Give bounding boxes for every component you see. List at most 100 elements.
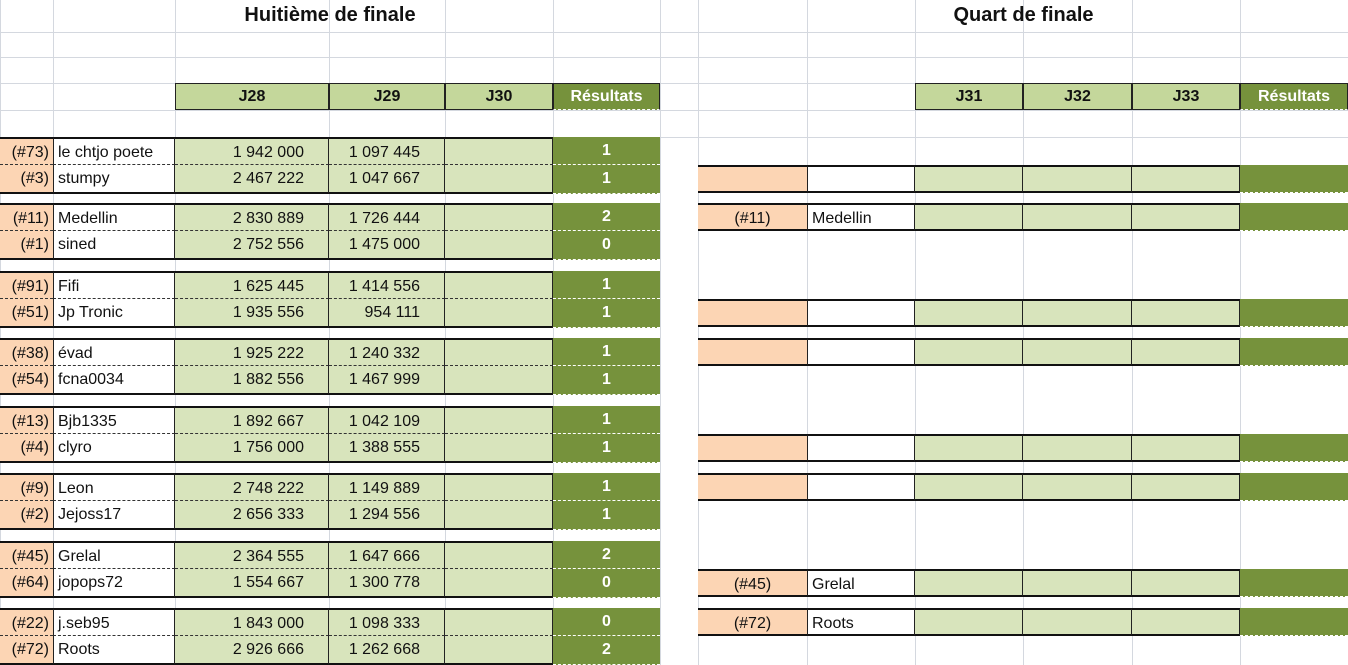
j29-score-cell[interactable]: 1 300 778 [329,569,445,598]
j29-score-cell[interactable]: 1 647 666 [329,541,445,569]
seed-cell[interactable]: (#38) [0,338,53,366]
j29-score-cell[interactable]: 1 042 109 [329,406,445,434]
j28-score-cell[interactable]: 1 942 000 [175,137,329,165]
qf-seed-cell[interactable] [698,299,807,327]
qf-result-cell[interactable] [1240,434,1348,462]
qf-result-cell[interactable] [1240,473,1348,501]
j32-score-cell[interactable] [1023,165,1132,193]
j30-score-cell[interactable] [445,271,553,299]
j33-score-cell[interactable] [1132,473,1240,501]
seed-cell[interactable]: (#54) [0,366,53,395]
qf-seed-cell[interactable] [698,473,807,501]
qf-player-name-cell[interactable] [807,434,915,462]
qf-header-j31[interactable]: J31 [915,83,1023,110]
player-name-cell[interactable]: fcna0034 [53,366,175,395]
j32-score-cell[interactable] [1023,434,1132,462]
result-cell[interactable]: 1 [553,338,660,366]
j31-score-cell[interactable] [915,165,1023,193]
j30-score-cell[interactable] [445,434,553,463]
j29-score-cell[interactable]: 1 475 000 [329,231,445,260]
seed-cell[interactable]: (#13) [0,406,53,434]
qf-seed-cell[interactable]: (#45) [698,569,807,597]
j32-score-cell[interactable] [1023,608,1132,636]
player-name-cell[interactable]: Grelal [53,541,175,569]
qf-player-name-cell[interactable] [807,165,915,193]
j32-score-cell[interactable] [1023,299,1132,327]
j31-score-cell[interactable] [915,338,1023,366]
qf-player-name-cell[interactable]: Grelal [807,569,915,597]
j30-score-cell[interactable] [445,231,553,260]
result-cell[interactable]: 1 [553,299,660,328]
j32-score-cell[interactable] [1023,473,1132,501]
seed-cell[interactable]: (#3) [0,165,53,194]
seed-cell[interactable]: (#4) [0,434,53,463]
player-name-cell[interactable]: Leon [53,473,175,501]
seed-cell[interactable]: (#22) [0,608,53,636]
j28-score-cell[interactable]: 2 364 555 [175,541,329,569]
qf-player-name-cell[interactable] [807,299,915,327]
j29-score-cell[interactable]: 1 149 889 [329,473,445,501]
j30-score-cell[interactable] [445,338,553,366]
j28-score-cell[interactable]: 1 925 222 [175,338,329,366]
j29-score-cell[interactable]: 1 047 667 [329,165,445,194]
qf-result-cell[interactable] [1240,569,1348,597]
j28-score-cell[interactable]: 2 830 889 [175,203,329,231]
player-name-cell[interactable]: j.seb95 [53,608,175,636]
qf-header-j33[interactable]: J33 [1132,83,1240,110]
seed-cell[interactable]: (#2) [0,501,53,530]
qf-seed-cell[interactable] [698,165,807,193]
qf-header-results[interactable]: Résultats [1240,83,1348,110]
j29-score-cell[interactable]: 1 262 668 [329,636,445,665]
result-cell[interactable]: 1 [553,406,660,434]
player-name-cell[interactable]: clyro [53,434,175,463]
j31-score-cell[interactable] [915,608,1023,636]
j29-score-cell[interactable]: 1 726 444 [329,203,445,231]
j33-score-cell[interactable] [1132,338,1240,366]
j28-score-cell[interactable]: 1 843 000 [175,608,329,636]
result-cell[interactable]: 1 [553,165,660,194]
j29-score-cell[interactable]: 1 240 332 [329,338,445,366]
seed-cell[interactable]: (#9) [0,473,53,501]
qf-seed-cell[interactable]: (#11) [698,203,807,231]
player-name-cell[interactable]: jopops72 [53,569,175,598]
result-cell[interactable]: 1 [553,473,660,501]
j28-score-cell[interactable]: 1 892 667 [175,406,329,434]
j29-score-cell[interactable]: 1 467 999 [329,366,445,395]
j32-score-cell[interactable] [1023,569,1132,597]
player-name-cell[interactable]: évad [53,338,175,366]
header-j29[interactable]: J29 [329,83,445,110]
j30-score-cell[interactable] [445,203,553,231]
qf-seed-cell[interactable]: (#72) [698,608,807,636]
j32-score-cell[interactable] [1023,338,1132,366]
j28-score-cell[interactable]: 1 756 000 [175,434,329,463]
seed-cell[interactable]: (#11) [0,203,53,231]
seed-cell[interactable]: (#91) [0,271,53,299]
qf-result-cell[interactable] [1240,608,1348,636]
j29-score-cell[interactable]: 1 097 445 [329,137,445,165]
result-cell[interactable]: 1 [553,366,660,395]
seed-cell[interactable]: (#72) [0,636,53,665]
result-cell[interactable]: 0 [553,608,660,636]
header-j28[interactable]: J28 [175,83,329,110]
j30-score-cell[interactable] [445,137,553,165]
j31-score-cell[interactable] [915,569,1023,597]
j29-score-cell[interactable]: 1 098 333 [329,608,445,636]
j30-score-cell[interactable] [445,541,553,569]
j28-score-cell[interactable]: 1 625 445 [175,271,329,299]
qf-result-cell[interactable] [1240,203,1348,231]
qf-player-name-cell[interactable] [807,338,915,366]
j28-score-cell[interactable]: 2 467 222 [175,165,329,194]
player-name-cell[interactable]: Jejoss17 [53,501,175,530]
j29-score-cell[interactable]: 1 294 556 [329,501,445,530]
j30-score-cell[interactable] [445,608,553,636]
j32-score-cell[interactable] [1023,203,1132,231]
j30-score-cell[interactable] [445,299,553,328]
j30-score-cell[interactable] [445,473,553,501]
player-name-cell[interactable]: Fifi [53,271,175,299]
j28-score-cell[interactable]: 2 748 222 [175,473,329,501]
result-cell[interactable]: 2 [553,636,660,665]
qf-seed-cell[interactable] [698,338,807,366]
j30-score-cell[interactable] [445,406,553,434]
j28-score-cell[interactable]: 1 882 556 [175,366,329,395]
player-name-cell[interactable]: Jp Tronic [53,299,175,328]
